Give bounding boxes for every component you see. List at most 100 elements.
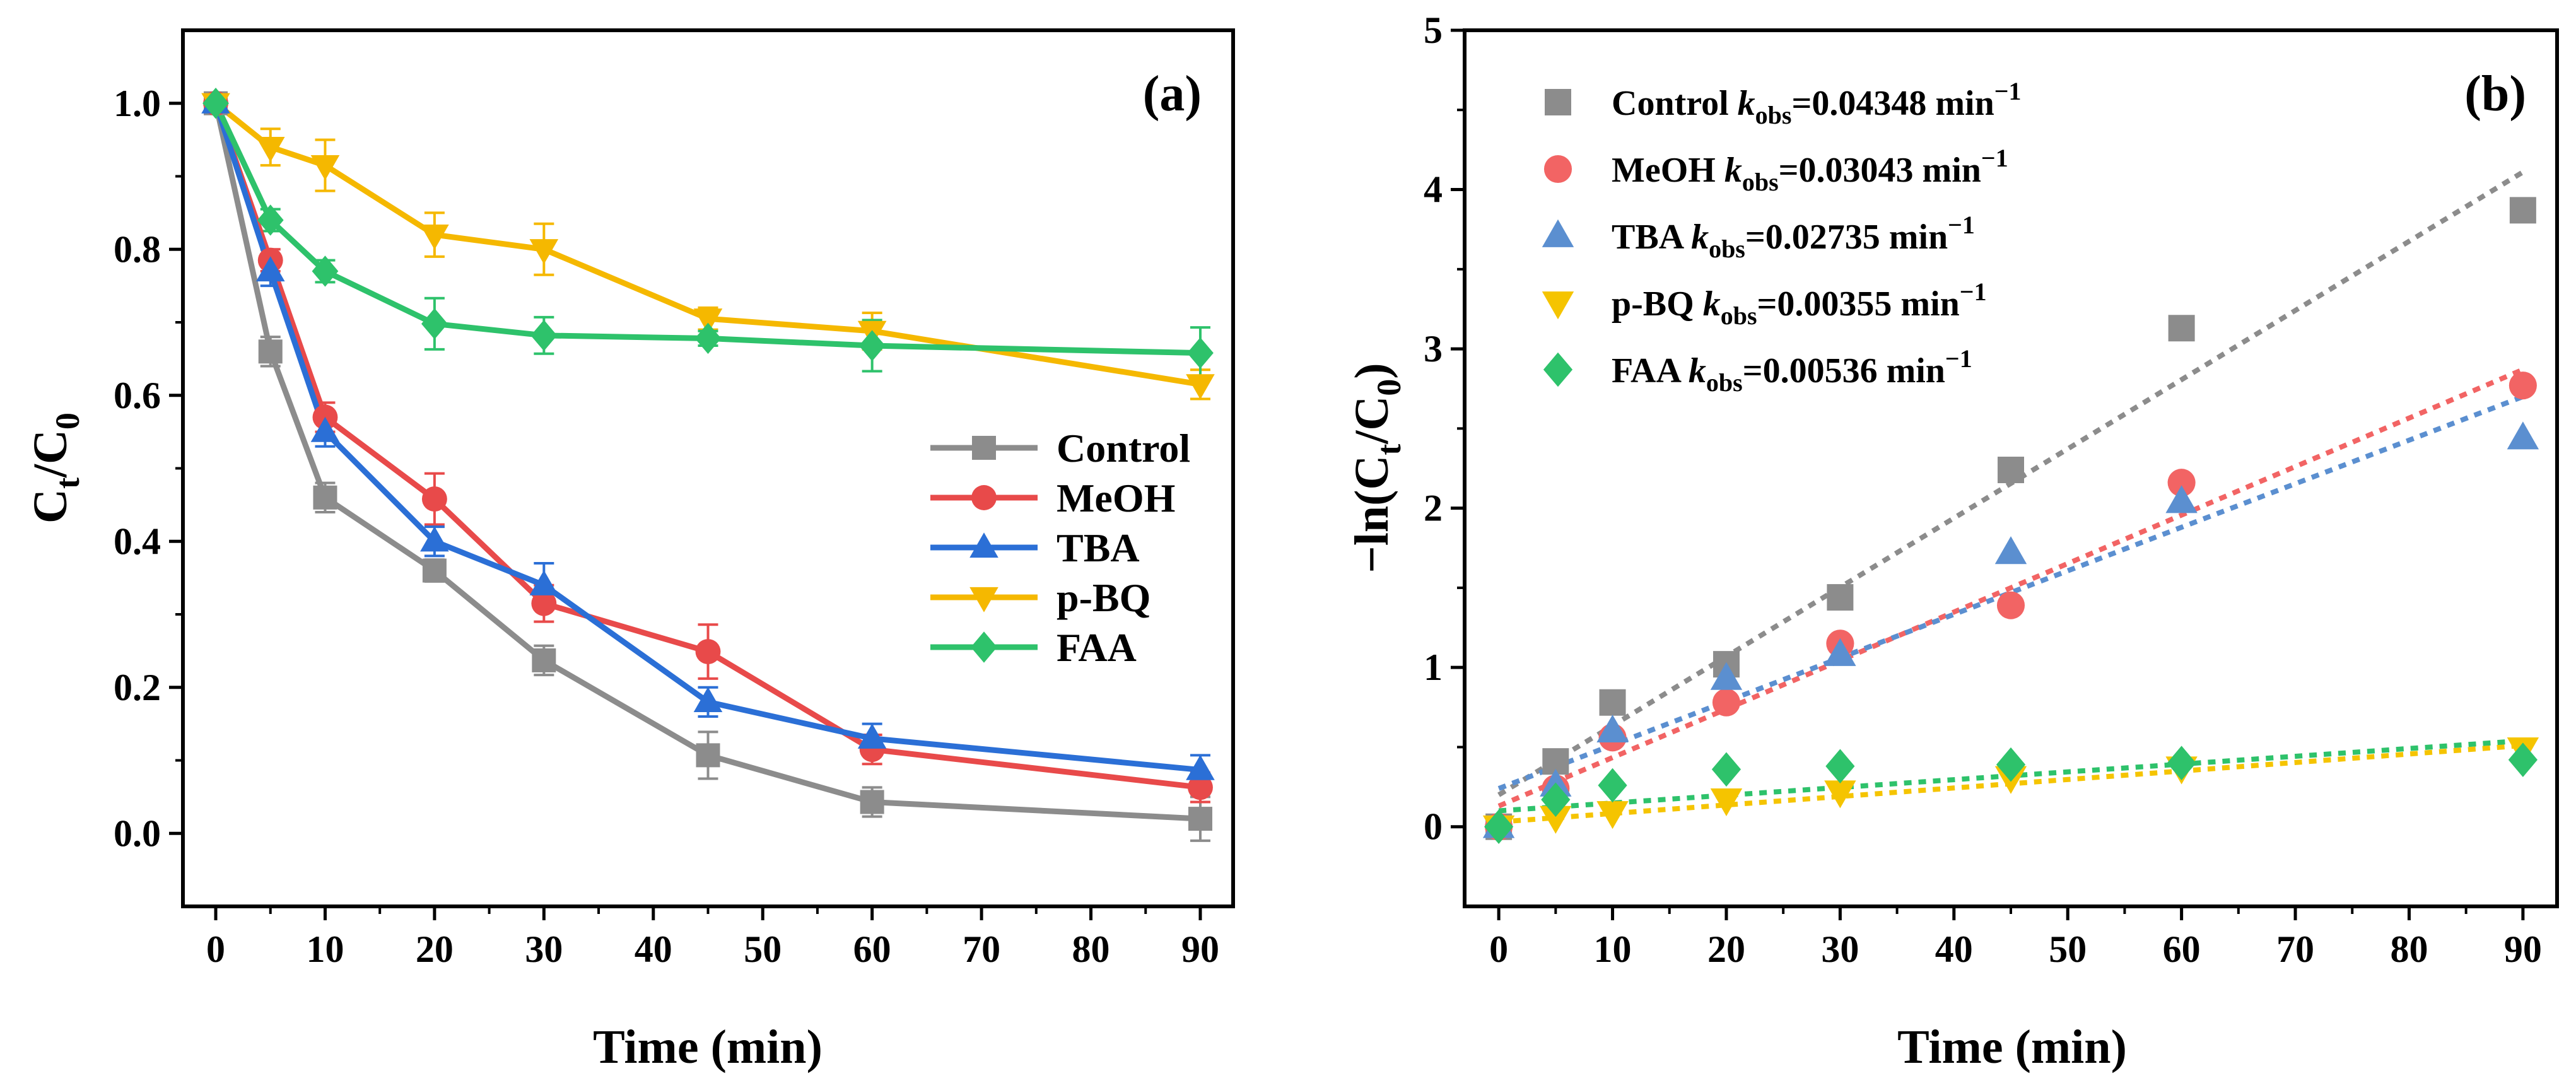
fit-lines-b: [1497, 170, 2524, 825]
legend-a: Control MeOH TBA p-BQ FAA: [930, 426, 1190, 670]
x-tick-label: 0: [206, 928, 225, 970]
x-tick-label: 40: [1935, 928, 1973, 970]
y-tick-label: 1.0: [114, 83, 161, 124]
x-tick-label: 70: [963, 928, 1000, 970]
legend-k-sub: obs: [1709, 235, 1745, 263]
data-point-tba: [310, 416, 340, 442]
data-point-meoh: [2509, 372, 2537, 400]
legend-k-sub: obs: [1755, 101, 1792, 129]
data-point-control: [860, 790, 884, 814]
data-point-meoh: [2167, 469, 2196, 497]
data-point-pbq: [1710, 788, 1743, 817]
legend-k-symbol: k: [1703, 284, 1721, 324]
data-point-faa: [1711, 752, 1742, 787]
x-tick-label: 30: [1821, 928, 1859, 970]
y-tick-label: 0.0: [114, 812, 161, 854]
y-tick-label: 0.4: [114, 520, 161, 562]
data-point-control: [258, 339, 283, 364]
series-lines-a: [213, 101, 1201, 822]
fit-line-control: [1497, 170, 2524, 797]
legend-k-value-control: =0.04348 min: [1791, 84, 1994, 123]
legend-marker-pbq: [1542, 291, 1574, 320]
data-point-pbq: [420, 224, 449, 250]
data-point-tba: [255, 256, 285, 282]
y-tick-label: 3: [1424, 328, 1443, 370]
legend-name-faa: FAA: [1612, 351, 1689, 390]
data-point-faa: [530, 320, 558, 351]
y-tick-label: 4: [1424, 169, 1443, 211]
x-tick-label: 20: [416, 928, 454, 970]
data-point-meoh: [531, 590, 557, 616]
legend-marker-pbq: [969, 587, 998, 612]
x-tick-label: 20: [1707, 928, 1745, 970]
legend-marker-faa: [971, 631, 997, 663]
legend-label-control: Control: [1057, 426, 1190, 471]
legend-k-sub: obs: [1742, 168, 1779, 196]
x-axis-title-b: Time (min): [1897, 1021, 2127, 1074]
legend-name-tba: TBA: [1612, 218, 1691, 257]
data-point-meoh: [1188, 775, 1213, 800]
x-tick-label: 90: [2504, 928, 2542, 970]
data-point-faa: [1996, 747, 2026, 782]
data-point-tba: [1186, 754, 1215, 780]
data-point-pbq: [1186, 374, 1215, 400]
data-point-meoh: [1996, 591, 2025, 619]
x-tick-label: 80: [1072, 928, 1110, 970]
x-tick-label: 90: [1181, 928, 1219, 970]
legend-label-meoh: MeOH kobs=0.03043 min−1: [1612, 144, 2008, 196]
legend-label-faa: FAA kobs=0.00536 min−1: [1612, 344, 1972, 397]
legend-unit-sup: −1: [1994, 77, 2022, 105]
data-point-tba: [1824, 638, 1856, 666]
legend-marker-tba: [969, 532, 998, 558]
legend-name-pbq: p-BQ: [1612, 284, 1703, 324]
data-point-tba: [2165, 485, 2198, 513]
x-tick-label: 60: [2163, 928, 2201, 970]
data-point-faa: [858, 330, 886, 361]
legend-unit-sup: −1: [1948, 211, 1975, 239]
x-tick-label: 50: [744, 928, 782, 970]
data-point-control: [532, 648, 556, 672]
data-point-faa: [1541, 782, 1571, 817]
data-point-meoh: [695, 639, 721, 664]
legend-unit-sup: −1: [1981, 144, 2008, 172]
legend-label-tba: TBA: [1057, 525, 1140, 570]
data-point-control: [1998, 457, 2024, 484]
legend-k-value-meoh: =0.03043 min: [1779, 151, 1981, 190]
x-tick-label: 60: [853, 928, 891, 970]
x-tick-label: 30: [525, 928, 563, 970]
data-point-control: [313, 485, 337, 510]
series-line-control: [213, 102, 1201, 822]
series-line-tba: [213, 102, 1201, 773]
legend-unit-sup: −1: [1945, 344, 1972, 373]
data-point-tba: [857, 723, 887, 749]
data-point-meoh: [1712, 688, 1741, 717]
legend-marker-control: [1545, 89, 1571, 115]
data-point-tba: [1710, 662, 1743, 690]
data-point-pbq: [310, 155, 340, 180]
series-line-pbq: [214, 101, 1201, 387]
y-tick-label: 0.6: [114, 375, 161, 416]
fit-line-meoh: [1497, 367, 2524, 809]
legend-label-pbq: p-BQ kobs=0.00355 min−1: [1612, 278, 1987, 330]
data-point-control: [2509, 197, 2536, 224]
data-point-faa: [312, 255, 339, 287]
data-point-faa: [1825, 749, 1855, 784]
panel-label-b: (b): [2464, 66, 2526, 122]
panel-label-a: (a): [1143, 66, 1202, 122]
y-tick-label: 0.2: [114, 667, 161, 708]
data-point-faa: [1598, 768, 1627, 803]
axis-ticks-a: 0 10 20 30 40 50 60 70 80 90 0.0 0.2 0.4 0.6 0.8 1.0: [114, 83, 1219, 970]
y-tick-label: 2: [1424, 488, 1443, 529]
legend-k-value-pbq: =0.00355 min: [1757, 284, 1960, 324]
series-line-faa: [213, 102, 1201, 356]
data-point-faa: [1484, 809, 1514, 845]
x-tick-label: 80: [2390, 928, 2428, 970]
legend-k-symbol: k: [1724, 151, 1742, 190]
legend-label-tba: TBA kobs=0.02735 min−1: [1612, 211, 1975, 263]
y-axis-title-b: −ln(Ct/C0): [1345, 363, 1408, 573]
legend-marker-meoh: [971, 485, 997, 510]
legend-k-value-tba: =0.02735 min: [1745, 218, 1948, 257]
legend-k-symbol: k: [1738, 84, 1755, 123]
data-point-faa: [202, 88, 229, 119]
